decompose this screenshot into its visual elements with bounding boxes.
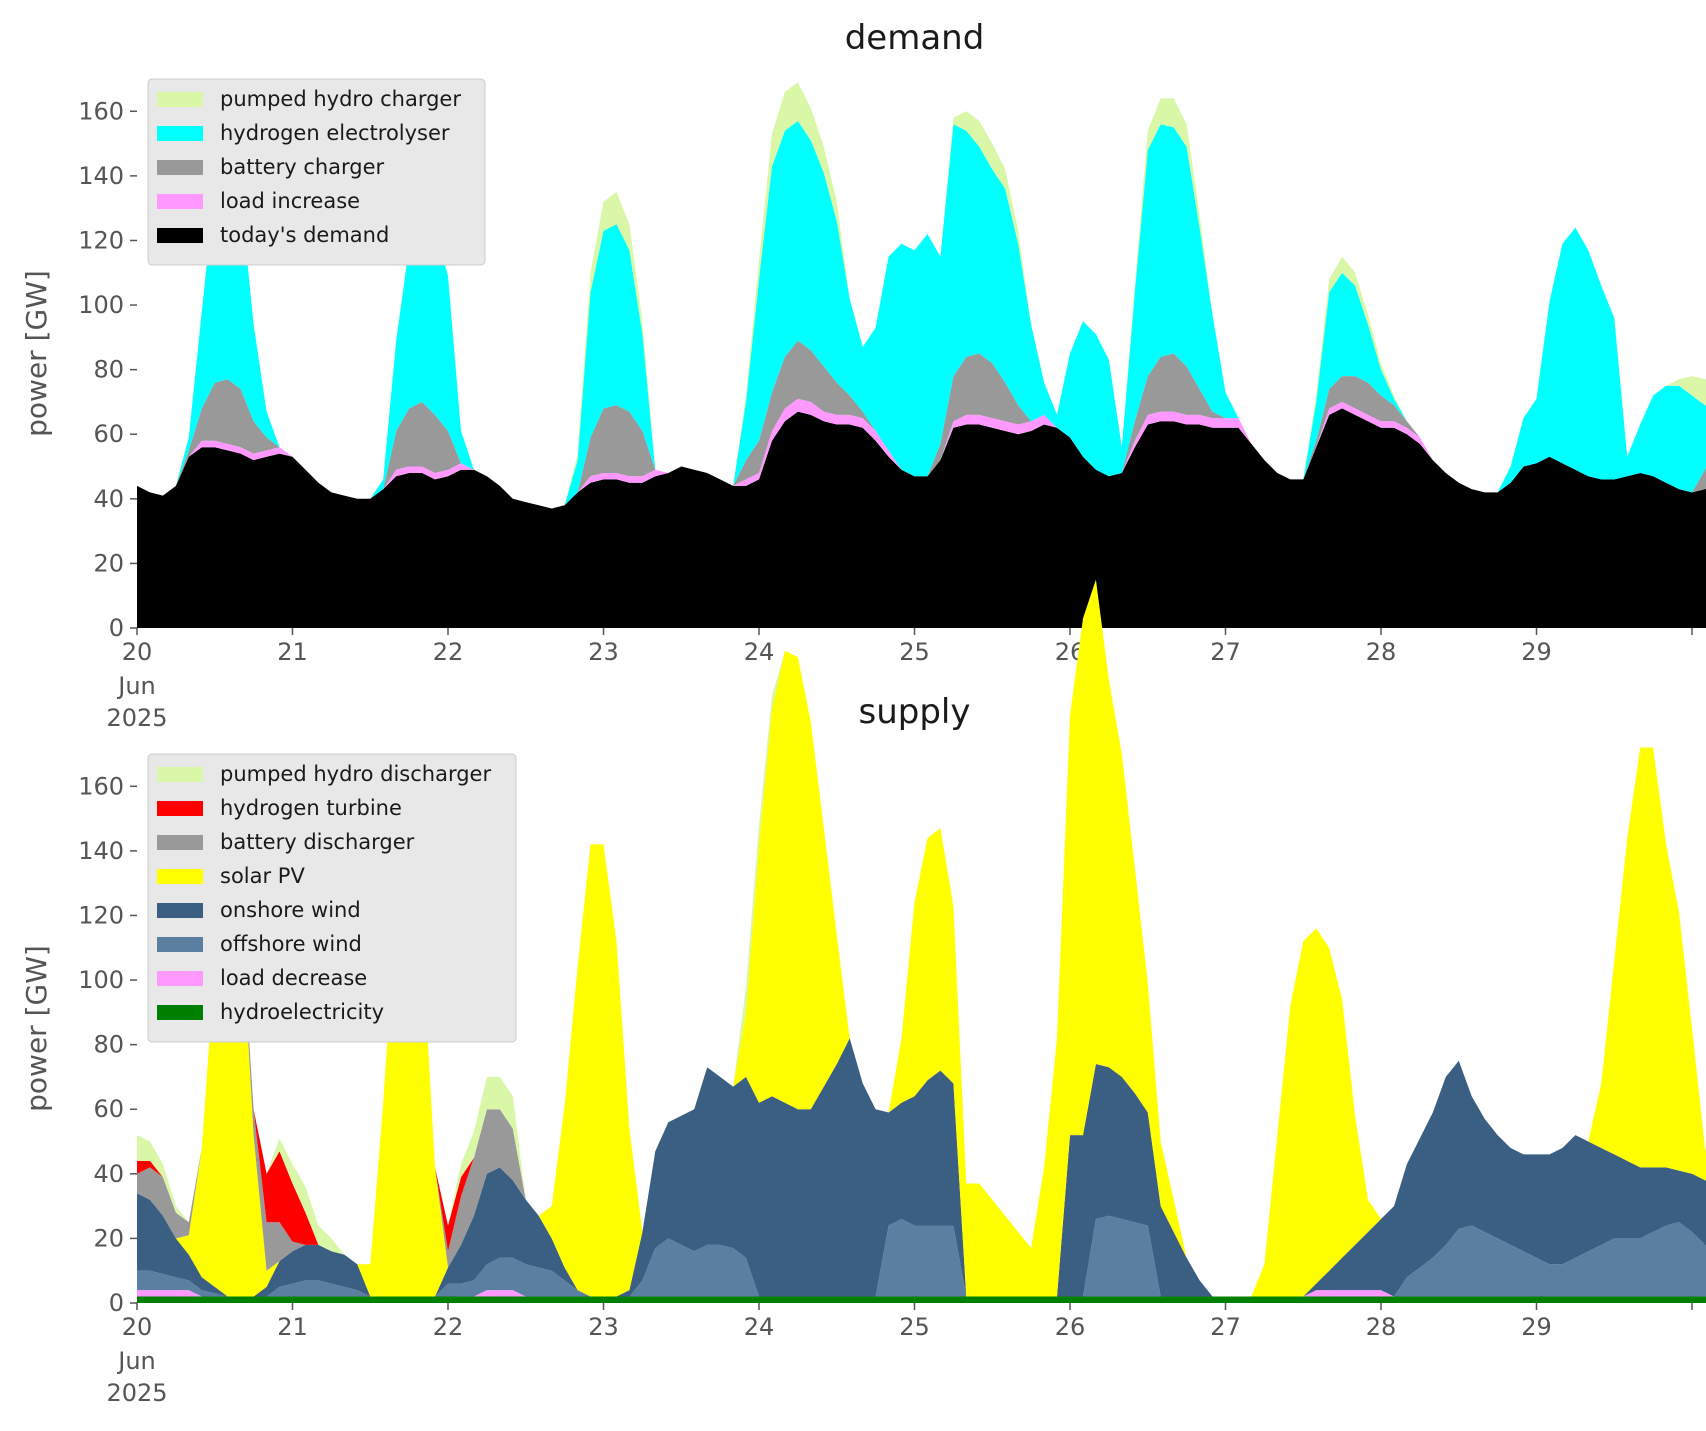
supply-legend-swatch [157, 801, 203, 816]
supply-chart-title: supply [859, 692, 971, 732]
demand-xtick-label: 29 [1521, 638, 1552, 666]
supply-ytick-label: 20 [93, 1224, 124, 1252]
demand-area-today-s-demand [137, 408, 1706, 628]
demand-ytick-label: 160 [78, 97, 124, 125]
supply-xtick-sublabel: Jun [116, 1347, 156, 1375]
supply-area-solar-pv [137, 579, 1706, 1297]
demand-xtick-label: 25 [899, 638, 930, 666]
demand-chart-title: demand [845, 18, 985, 58]
demand-legend-swatch [157, 92, 203, 107]
supply-area-load-decrease [137, 1290, 1706, 1297]
demand-xtick-label: 22 [433, 638, 464, 666]
supply-area-offshore-wind [137, 1215, 1706, 1297]
supply-xtick-label: 24 [744, 1313, 775, 1341]
supply-xtick-sublabel: 2025 [106, 1379, 167, 1407]
supply-area-hydroelectricity [137, 1296, 1706, 1303]
supply-legend-swatch [157, 937, 203, 952]
supply-legend-label: offshore wind [220, 932, 362, 956]
demand-legend-swatch [157, 228, 203, 243]
supply-legend-label: hydroelectricity [220, 1000, 384, 1024]
supply-legend-swatch [157, 1005, 203, 1020]
supply-xtick-label: 28 [1366, 1313, 1397, 1341]
supply-area-hydrogen-turbine [137, 579, 1706, 1297]
demand-xtick-label: 28 [1366, 638, 1397, 666]
supply-xtick-label: 26 [1055, 1313, 1086, 1341]
supply-legend-label: battery discharger [220, 830, 415, 854]
supply-ytick-label: 60 [93, 1095, 124, 1123]
supply-legend-swatch [157, 767, 203, 782]
demand-ytick-label: 0 [109, 614, 124, 642]
demand-legend-swatch [157, 160, 203, 175]
supply-ytick-label: 100 [78, 966, 124, 994]
demand-legend-label: load increase [220, 189, 360, 213]
supply-legend-label: hydrogen turbine [220, 796, 402, 820]
demand-xtick-label: 21 [277, 638, 308, 666]
supply-legend-swatch [157, 835, 203, 850]
supply-legend [147, 753, 517, 1043]
supply-y-axis-label: power [GW] [20, 945, 53, 1112]
supply-ytick-label: 160 [78, 772, 124, 800]
supply-ytick-label: 140 [78, 837, 124, 865]
supply-ytick-label: 80 [93, 1031, 124, 1059]
supply-xtick-label: 27 [1210, 1313, 1241, 1341]
demand-ytick-label: 80 [93, 356, 124, 384]
demand-legend-label: pumped hydro charger [220, 87, 461, 111]
supply-area-onshore-wind [137, 1038, 1706, 1297]
demand-legend-label: today's demand [220, 223, 389, 247]
demand-area-hydrogen-electrolyser [137, 121, 1706, 509]
demand-ytick-label: 120 [78, 226, 124, 254]
demand-xtick-sublabel: 2025 [106, 704, 167, 732]
demand-legend [147, 78, 486, 266]
demand-legend-swatch [157, 194, 203, 209]
demand-legend-label: battery charger [220, 155, 385, 179]
supply-legend-label: pumped hydro discharger [220, 762, 491, 786]
supply-legend-label: load decrease [220, 966, 367, 990]
supply-xtick-label: 22 [433, 1313, 464, 1341]
supply-legend-label: onshore wind [220, 898, 361, 922]
supply-ytick-label: 120 [78, 901, 124, 929]
demand-legend-swatch [157, 126, 203, 141]
supply-ytick-label: 0 [109, 1289, 124, 1317]
demand-xtick-label: 24 [744, 638, 775, 666]
demand-ytick-label: 40 [93, 485, 124, 513]
supply-legend-swatch [157, 869, 203, 884]
demand-y-axis-label: power [GW] [20, 270, 53, 437]
demand-ytick-label: 20 [93, 549, 124, 577]
demand-xtick-label: 27 [1210, 638, 1241, 666]
supply-xtick-label: 20 [122, 1313, 153, 1341]
demand-ytick-label: 100 [78, 291, 124, 319]
supply-xtick-label: 29 [1521, 1313, 1552, 1341]
supply-legend-swatch [157, 903, 203, 918]
demand-xtick-label: 23 [588, 638, 619, 666]
supply-xtick-label: 23 [588, 1313, 619, 1341]
demand-ytick-label: 140 [78, 162, 124, 190]
demand-xtick-sublabel: Jun [116, 672, 156, 700]
demand-legend-label: hydrogen electrolyser [220, 121, 450, 145]
supply-legend-label: solar PV [220, 864, 305, 888]
supply-xtick-label: 25 [899, 1313, 930, 1341]
supply-legend-swatch [157, 971, 203, 986]
demand-ytick-label: 60 [93, 420, 124, 448]
supply-xtick-label: 21 [277, 1313, 308, 1341]
demand-xtick-label: 20 [122, 638, 153, 666]
supply-ytick-label: 40 [93, 1160, 124, 1188]
